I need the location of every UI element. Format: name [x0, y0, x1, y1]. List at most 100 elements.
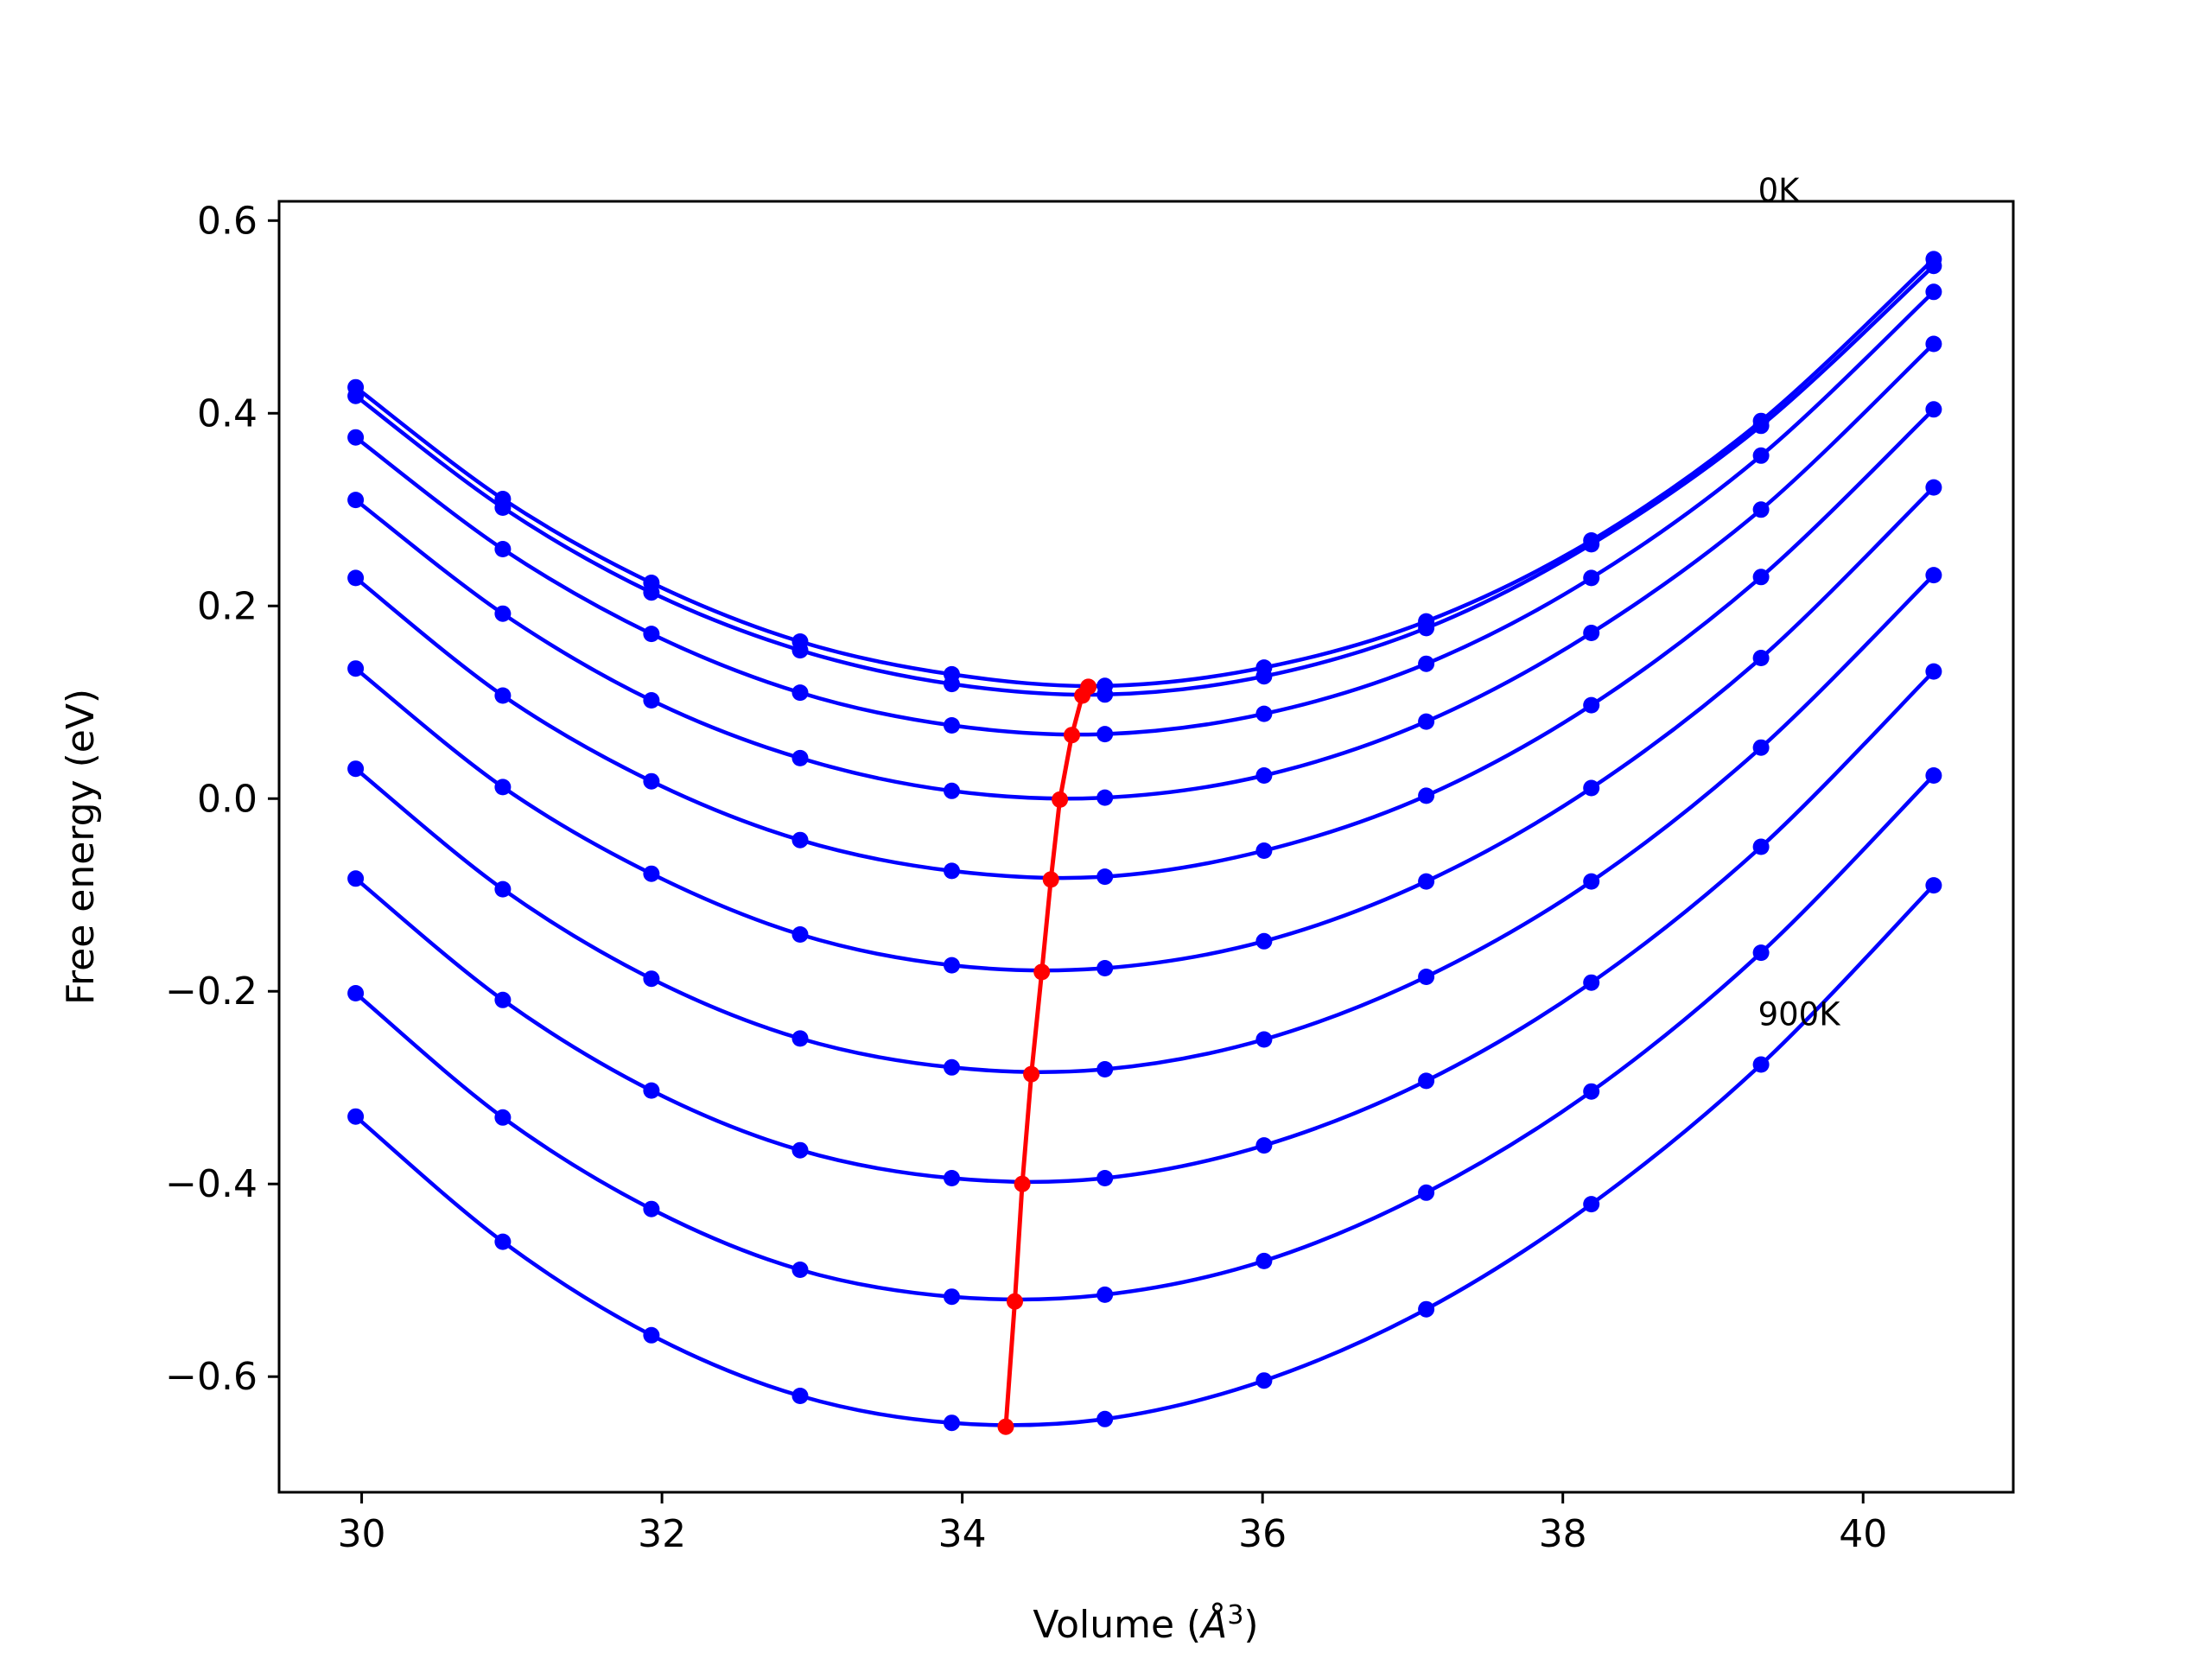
minimum-point-9 — [997, 1418, 1014, 1435]
curve-1-point-8 — [1583, 536, 1600, 553]
curve-3-point-5 — [1096, 789, 1114, 806]
y-axis-label: Free energy (eV) — [59, 689, 103, 1005]
minimum-point-8 — [1007, 1293, 1023, 1310]
x-axis-label-unit: Å — [1198, 1601, 1227, 1647]
x-tick-label-40: 40 — [1839, 1512, 1887, 1556]
energy-curve-7 — [354, 670, 1936, 1185]
curve-4-point-9 — [1752, 569, 1770, 586]
curve-5-point-5 — [1096, 960, 1114, 976]
x-axis-label: Volume (Å3) — [1033, 1600, 1258, 1647]
curve-7-point-10 — [1925, 663, 1942, 680]
minima-layer — [997, 678, 1097, 1435]
curve-6-point-4 — [944, 1058, 960, 1076]
curve-4-point-0 — [347, 569, 365, 587]
energy-curve-4 — [354, 408, 1936, 880]
curve-7-point-2 — [643, 1082, 660, 1099]
annotations-layer: 0K 900K — [1758, 172, 1842, 1033]
plot-frame — [277, 200, 2015, 1494]
curve-3-point-3 — [791, 749, 809, 766]
curve-2-point-8 — [1583, 569, 1600, 587]
x-axis-ticks: 30 32 34 36 38 40 — [338, 1492, 1887, 1556]
minimum-point-7 — [1014, 1175, 1031, 1192]
curve-1-point-7 — [1418, 620, 1435, 637]
y-tick-label-3: 0.0 — [197, 777, 257, 821]
temperature-annotation-0: 0K — [1758, 172, 1802, 209]
curve-5-point-1 — [494, 779, 512, 796]
x-tick-label-34: 34 — [938, 1512, 987, 1556]
curve-7-point-8 — [1583, 974, 1600, 991]
curve-6-point-9 — [1752, 739, 1770, 756]
curve-1-point-9 — [1752, 417, 1770, 435]
curve-8-point-4 — [944, 1288, 960, 1306]
curves-layer — [347, 251, 1942, 1432]
curve-1-point-2 — [643, 584, 660, 601]
curve-1-point-1 — [494, 499, 512, 516]
curve-2-point-0 — [347, 429, 365, 446]
x-tick-label-32: 32 — [638, 1512, 686, 1556]
curve-1-point-0 — [347, 387, 365, 404]
curve-9-point-3 — [791, 1388, 809, 1404]
energy-curve-0 — [354, 257, 1936, 689]
curve-3-point-1 — [494, 605, 512, 622]
curve-8-point-9 — [1752, 944, 1770, 962]
curve-9-point-7 — [1418, 1300, 1435, 1318]
curve-7-point-1 — [494, 991, 512, 1008]
energy-curve-1 — [354, 264, 1936, 697]
curve-4-point-5 — [1096, 868, 1114, 886]
curve-8-point-8 — [1583, 1083, 1600, 1100]
y-tick-label-5: −0.4 — [165, 1162, 257, 1206]
minimum-energy-line — [1003, 685, 1090, 1427]
curve-8-point-7 — [1418, 1184, 1435, 1201]
curve-3-point-2 — [643, 692, 660, 709]
curve-5-point-0 — [347, 660, 365, 677]
curve-1-point-3 — [791, 642, 809, 659]
curve-5-point-2 — [643, 865, 660, 882]
curve-4-point-2 — [643, 772, 660, 790]
curve-2-point-4 — [944, 717, 960, 734]
energy-curve-2 — [354, 290, 1936, 737]
energy-curve-3 — [354, 342, 1936, 801]
curve-2-point-5 — [1096, 726, 1114, 743]
y-tick-label-6: −0.6 — [165, 1355, 257, 1399]
curve-5-point-3 — [791, 926, 809, 943]
curve-1-point-10 — [1925, 257, 1942, 275]
curve-6-point-3 — [791, 1030, 809, 1047]
energy-curve-9 — [354, 884, 1936, 1427]
minimum-point-1 — [1074, 687, 1091, 704]
y-tick-label-1: 0.4 — [197, 391, 257, 435]
curve-7-point-4 — [944, 1170, 960, 1186]
curve-6-point-1 — [494, 880, 512, 898]
temperature-annotation-1: 900K — [1758, 995, 1842, 1033]
curve-6-point-5 — [1096, 1061, 1114, 1077]
curve-6-point-0 — [347, 760, 365, 778]
curve-8-point-3 — [791, 1262, 809, 1278]
energy-curve-8 — [354, 773, 1936, 1302]
curve-9-point-9 — [1752, 1056, 1770, 1073]
curve-8-point-10 — [1925, 767, 1942, 784]
curve-1-point-5 — [1096, 686, 1114, 703]
curve-7-point-3 — [791, 1141, 809, 1159]
curve-3-point-6 — [1255, 767, 1273, 784]
curve-3-point-7 — [1418, 713, 1435, 730]
curve-4-point-1 — [494, 687, 512, 704]
x-axis-label-close: ) — [1243, 1603, 1258, 1647]
curve-9-point-8 — [1583, 1196, 1600, 1213]
curve-7-point-6 — [1255, 1137, 1273, 1154]
curve-2-point-6 — [1255, 705, 1273, 722]
minimum-point-3 — [1052, 791, 1069, 808]
energy-curve-5 — [354, 486, 1936, 973]
curve-4-point-6 — [1255, 842, 1273, 859]
curve-3-point-0 — [347, 492, 365, 509]
curve-3-point-4 — [944, 782, 960, 799]
curve-3-point-9 — [1752, 501, 1770, 518]
curve-5-point-8 — [1583, 779, 1600, 797]
curve-8-point-6 — [1255, 1252, 1273, 1269]
x-tick-label-30: 30 — [338, 1512, 386, 1556]
curve-1-point-4 — [944, 676, 960, 693]
curve-9-point-1 — [494, 1233, 512, 1250]
curve-5-point-10 — [1925, 479, 1942, 496]
curve-4-point-7 — [1418, 787, 1435, 804]
minimum-point-5 — [1033, 963, 1051, 981]
minimum-point-2 — [1064, 727, 1080, 744]
